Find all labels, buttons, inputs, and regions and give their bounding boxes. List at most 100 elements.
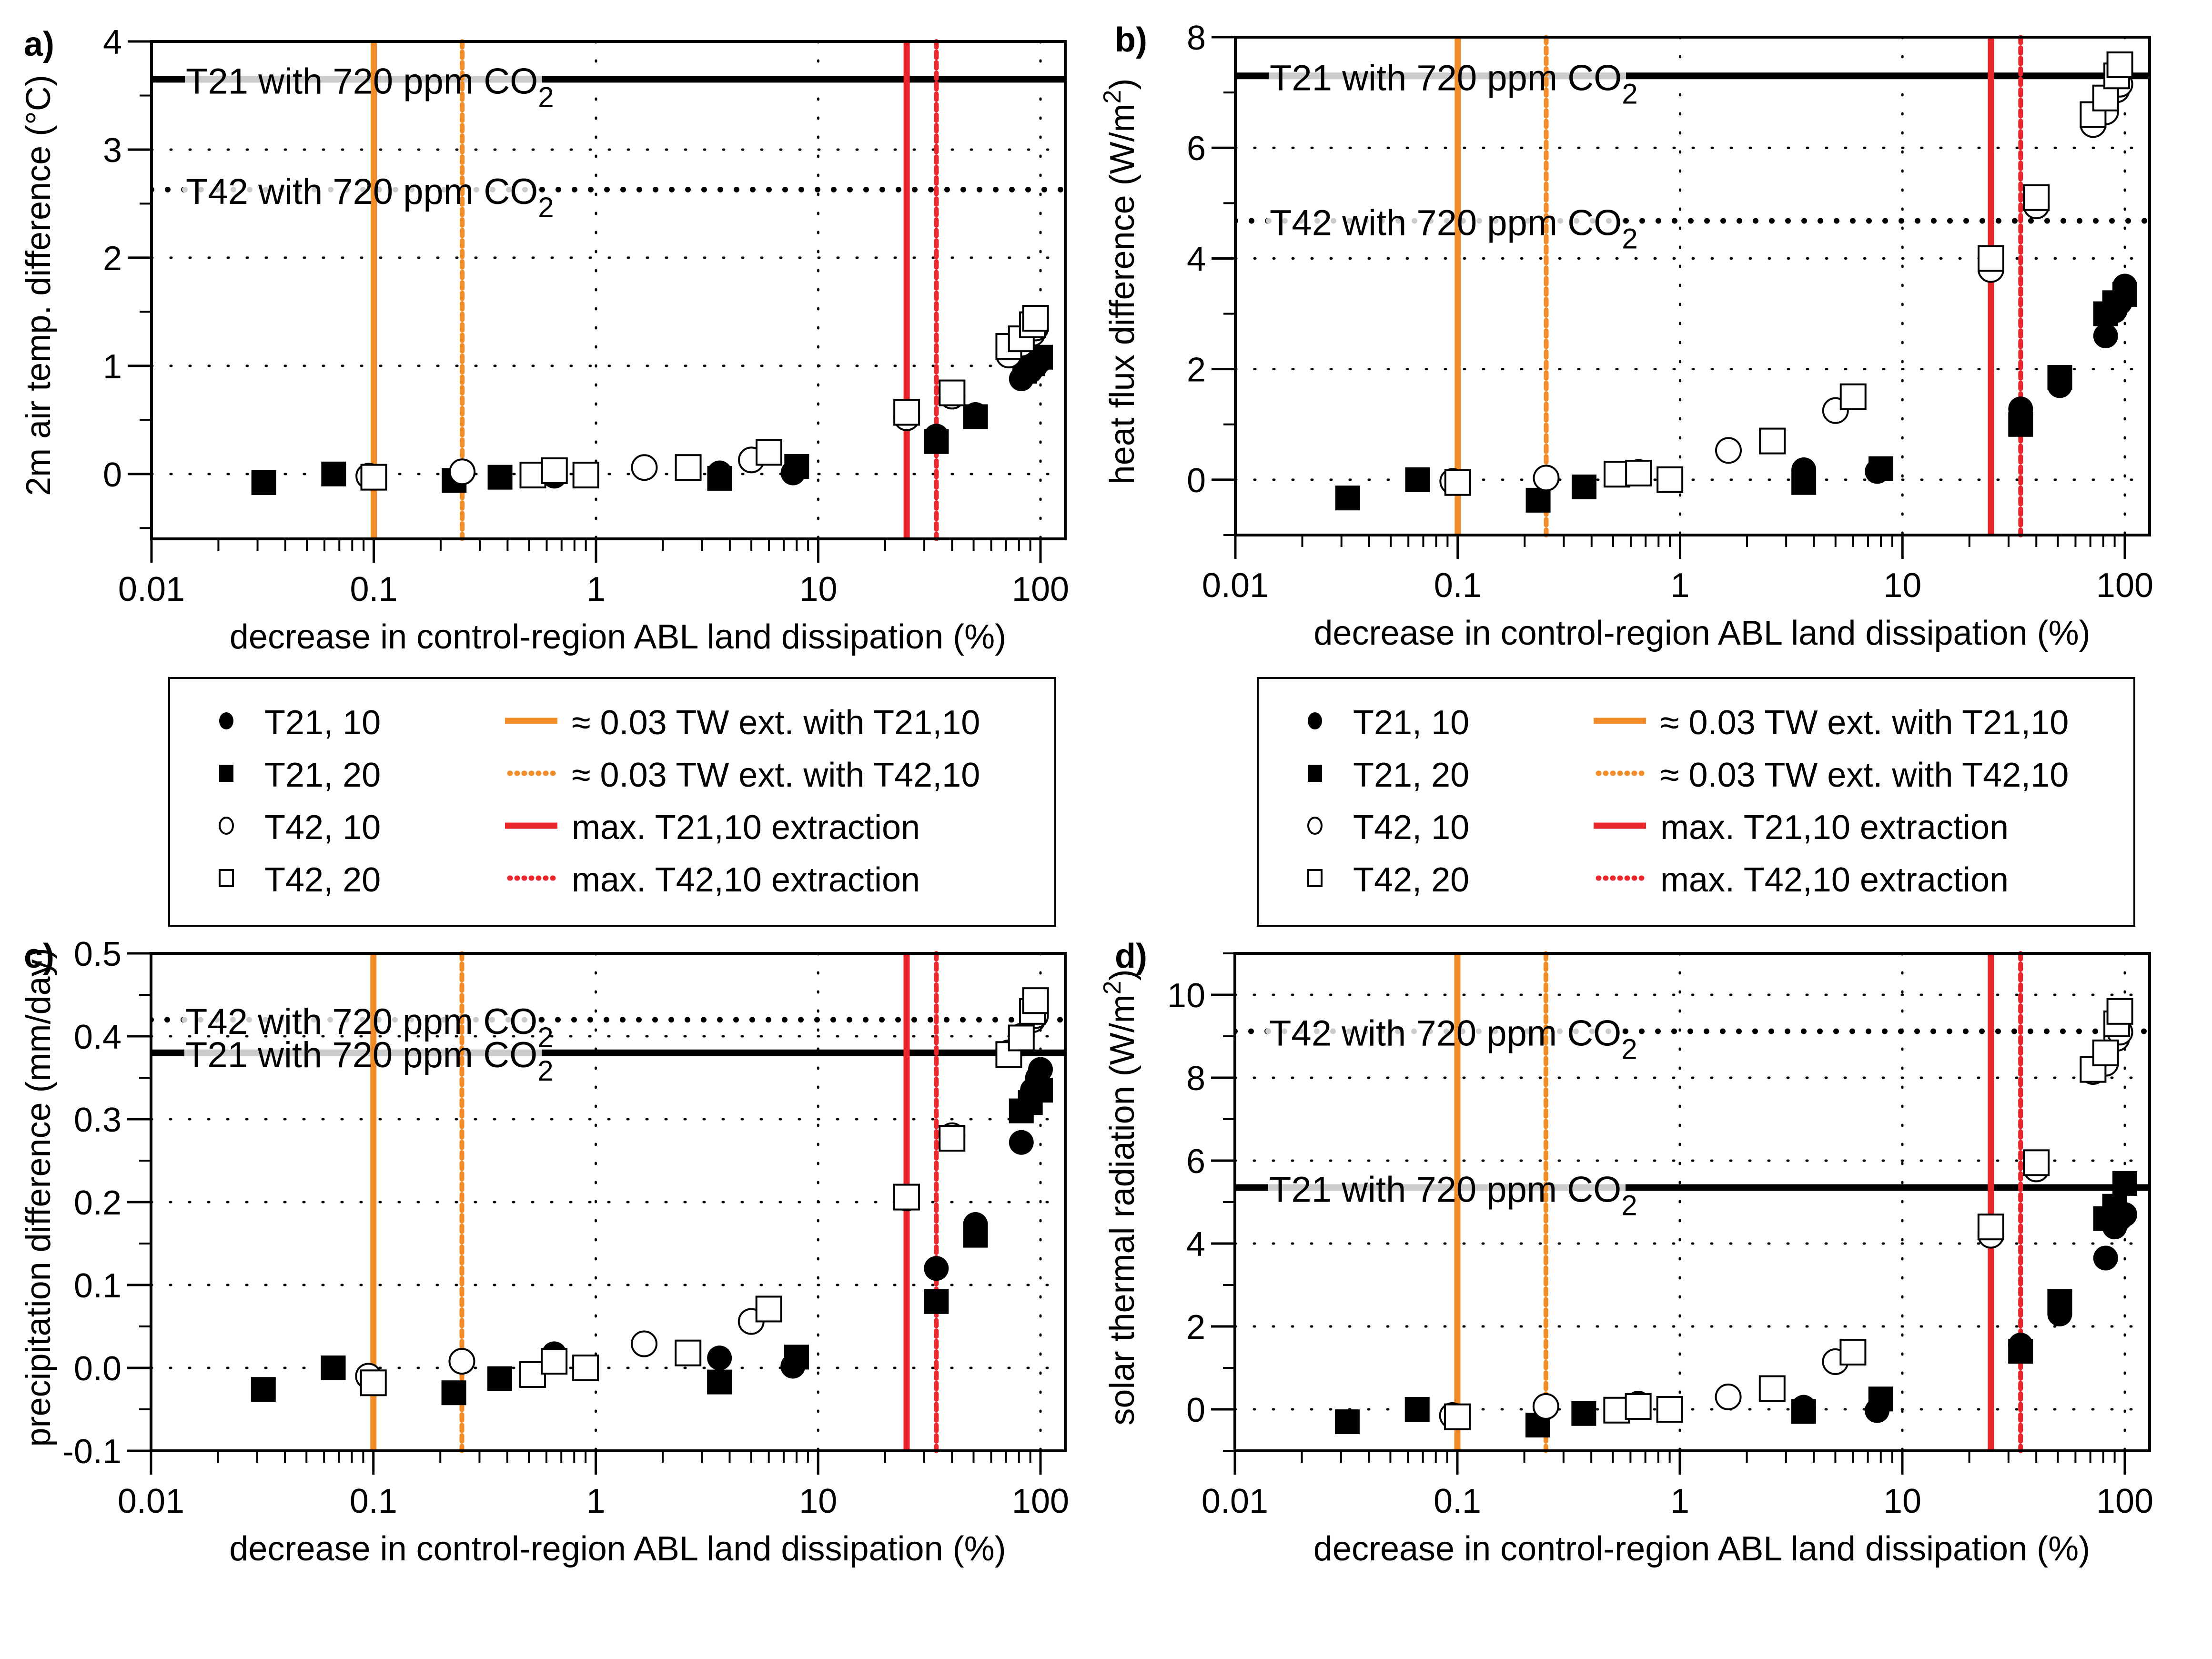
legend-label: max. T21,10 extraction [1660, 809, 2009, 847]
y-tick-label: 4 [103, 23, 122, 61]
marker-t42-20 [2092, 84, 2119, 111]
y-tick-label: 0.3 [74, 1101, 121, 1139]
plot-frame [1234, 36, 2151, 536]
markers [1334, 998, 2137, 1438]
legend-label: T21, 20 [1353, 756, 1469, 794]
panel-label: d) [1115, 937, 1147, 975]
marker-t42-20 [360, 464, 387, 491]
marker-t21-20 [441, 1380, 466, 1406]
y-axis-title: 2m air temp. difference (°C) [20, 75, 58, 496]
legend-marker-filled-square [219, 765, 233, 782]
legend-marker-open-circle [219, 817, 234, 835]
y-tick-label: 8 [1187, 19, 1206, 57]
legend-box [1257, 677, 2135, 927]
y-tick-label: 1 [103, 348, 122, 386]
marker-t42-20 [1022, 305, 1049, 332]
x-tick-label: 1 [1670, 566, 1689, 605]
y-axis: 0 1 2 3 4 2m air temp. difference (°C) [20, 23, 152, 529]
hline-label: T42 with 720 ppm CO2 [1270, 202, 1638, 254]
x-tick-label: 0.1 [350, 1482, 397, 1520]
legend-label: ≈ 0.03 TW ext. with T21,10 [572, 704, 980, 742]
panel-label: a) [24, 25, 54, 63]
marker-t42-20 [1656, 1396, 1683, 1423]
marker-t42-20 [675, 1339, 702, 1366]
marker-t21-20 [2102, 1194, 2127, 1219]
marker-t42-20 [2023, 184, 2050, 211]
y-tick-label: -0.1 [62, 1433, 121, 1471]
legend-marker-filled-square [1308, 765, 1322, 782]
legend-label: ≈ 0.03 TW ext. with T42,10 [572, 756, 980, 794]
legend-label: ≈ 0.03 TW ext. with T21,10 [1660, 704, 2069, 742]
marker-t42-10 [631, 454, 658, 481]
y-tick-label: 4 [1186, 1225, 1205, 1264]
marker-t21-20 [1335, 486, 1360, 511]
y-axis-title: heat flux difference (W/m2) [1099, 79, 1141, 485]
marker-t21-20 [1028, 1078, 1053, 1103]
grid [152, 41, 1065, 539]
reference-lines [1235, 72, 2150, 224]
x-tick-label: 0.01 [118, 1482, 184, 1520]
marker-t21-10 [2093, 1245, 2118, 1271]
plot-frame [150, 40, 1067, 540]
marker-t21-20 [924, 1289, 949, 1314]
hline-label: T21 with 720 ppm CO2 [1269, 1170, 1637, 1222]
marker-t42-20 [755, 1295, 782, 1323]
marker-t21-10 [1028, 1057, 1053, 1082]
marker-t42-20 [675, 454, 702, 481]
x-tick-label: 1 [1670, 1482, 1689, 1520]
marker-t42-10 [1715, 1383, 1742, 1410]
marker-t42-20 [1839, 383, 1867, 410]
legend-label: T42, 20 [264, 861, 381, 899]
legend-label: T42, 10 [1353, 809, 1469, 847]
y-tick-label: 3 [103, 132, 122, 170]
marker-t42-20 [1022, 987, 1049, 1014]
marker-t21-20 [321, 461, 346, 486]
panel-a: T21 with 720 ppm CO2 T42 with 720 ppm CO2… [20, 23, 1069, 656]
x-tick-label: 0.1 [1434, 1482, 1481, 1520]
y-tick-label: 0.1 [74, 1267, 121, 1305]
x-tick-label: 1 [586, 570, 606, 608]
marker-t21-20 [487, 465, 513, 490]
marker-t21-20 [784, 1345, 809, 1370]
markers [251, 305, 1053, 495]
marker-t42-20 [2023, 1149, 2050, 1176]
x-tick-label: 0.01 [1202, 566, 1269, 605]
legend-label: T21, 20 [264, 756, 381, 794]
legend-marker-open-square [1307, 869, 1323, 887]
legend-label: T42, 20 [1353, 861, 1469, 899]
marker-t42-20 [1839, 1338, 1867, 1366]
marker-t42-20 [541, 1348, 568, 1375]
grid [151, 953, 1065, 1451]
marker-t21-10 [2093, 324, 2118, 348]
hline-label: T42 with 720 ppm CO2 [186, 172, 554, 223]
x-tick-label: 100 [1012, 570, 1069, 608]
y-axis-title: precipitation difference (mm/day) [20, 948, 58, 1447]
marker-t42-20 [756, 439, 783, 466]
hline-label: T42 with 720 ppm CO2 [185, 1001, 554, 1053]
marker-t21-20 [784, 454, 809, 479]
marker-t21-20 [2008, 1339, 2033, 1364]
y-axis: 0 2 4 6 8 10 solar thermal radiation (W/m2) [1099, 952, 1235, 1452]
marker-t21-20 [251, 1377, 276, 1402]
y-tick-label: 4 [1187, 240, 1206, 278]
marker-t42-20 [2092, 1039, 2119, 1066]
marker-t21-20 [1571, 474, 1596, 499]
legend-label: T21, 10 [1353, 704, 1469, 742]
marker-t21-20 [2112, 282, 2137, 307]
legend-marker-open-circle [1307, 817, 1323, 835]
marker-t21-20 [321, 1356, 346, 1380]
legend-label: max. T42,10 extraction [572, 861, 920, 899]
legend-marker-open-square [219, 869, 234, 887]
legend-box [168, 677, 1056, 927]
marker-t42-20 [1656, 466, 1684, 493]
hline-label: T21 with 720 ppm CO2 [186, 61, 554, 113]
x-tick-label: 0.01 [1202, 1482, 1268, 1520]
marker-t42-20 [1758, 1375, 1786, 1402]
y-tick-label: 0.0 [74, 1350, 121, 1388]
marker-t21-20 [251, 470, 276, 495]
marker-t21-20 [1571, 1401, 1596, 1426]
panel-label: b) [1115, 21, 1147, 59]
legend-label: T21, 10 [264, 704, 381, 742]
y-tick-label: 0.2 [74, 1184, 121, 1222]
marker-t42-10 [631, 1330, 658, 1357]
